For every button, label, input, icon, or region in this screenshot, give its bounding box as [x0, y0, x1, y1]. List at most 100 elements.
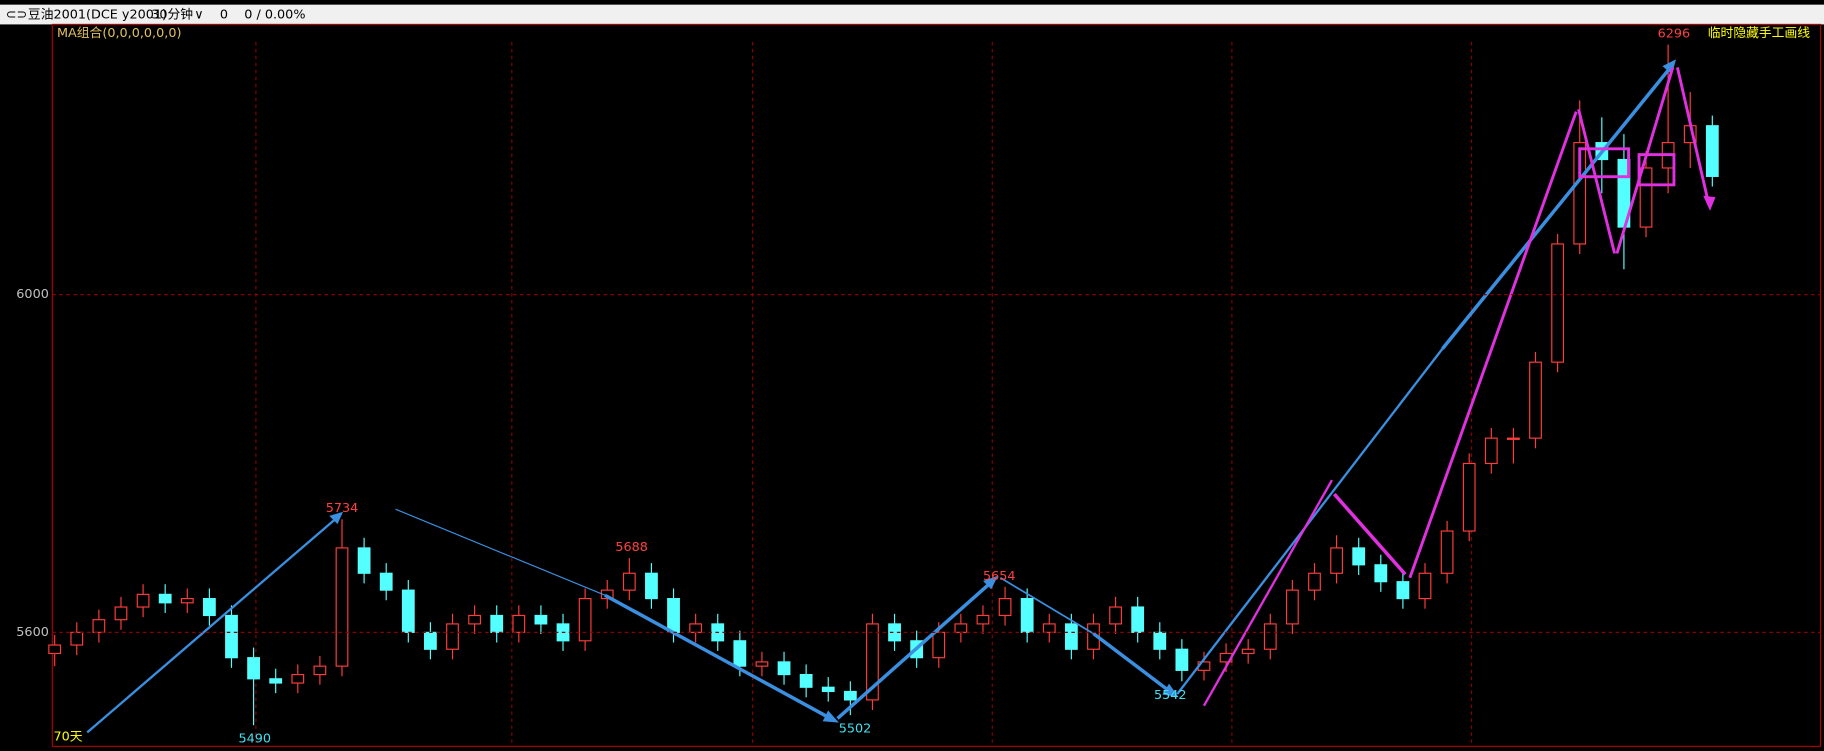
- peak-label: 5734: [326, 501, 359, 516]
- candle-body: [1263, 623, 1277, 650]
- icon[interactable]: ⊂⊃: [6, 8, 27, 23]
- trend-line: [395, 508, 606, 596]
- candle-body: [1573, 142, 1587, 245]
- arrow-head: [329, 511, 344, 525]
- candle-body: [512, 614, 526, 633]
- candle-body: [645, 572, 658, 600]
- candle-body: [1484, 437, 1498, 465]
- candle-body: [357, 547, 371, 574]
- candle-body: [269, 678, 283, 684]
- trend-line: [836, 579, 994, 720]
- candle-body: [1462, 462, 1476, 532]
- candle-body: [1308, 572, 1321, 591]
- candle-body: [379, 572, 393, 591]
- trend-line: [1092, 632, 1172, 694]
- candle-body: [180, 598, 194, 604]
- drawn-lines-blue: [86, 59, 1677, 734]
- change: 0 / 0.00%: [244, 8, 305, 23]
- candle-body: [247, 657, 260, 680]
- candle-body: [622, 572, 636, 591]
- candle-body: [777, 661, 791, 676]
- arrow-head: [1703, 195, 1716, 211]
- arrow-head: [983, 575, 999, 590]
- candle-body: [468, 614, 482, 625]
- drawn-lines-magenta: [1202, 67, 1716, 707]
- y-tick-label: 6000: [16, 287, 49, 302]
- candle-body: [158, 593, 172, 604]
- candle-body: [335, 547, 349, 667]
- range-box: [1637, 153, 1676, 187]
- span-label: 70天: [54, 730, 83, 745]
- candle-body: [1396, 581, 1410, 600]
- candle-body: [1639, 167, 1653, 228]
- trough-label: 5542: [1154, 688, 1187, 703]
- candle-body: [1153, 631, 1167, 650]
- candle-body: [114, 606, 128, 621]
- candle-body: [866, 623, 879, 701]
- candle-body: [1020, 598, 1034, 633]
- trend-line: [1332, 492, 1407, 576]
- candle-body: [932, 631, 946, 659]
- candle-body: [92, 619, 106, 633]
- candle-body: [424, 631, 437, 650]
- toggle-drawings[interactable]: 临时隐藏手工画线: [1708, 26, 1811, 41]
- peak-label: 5688: [615, 540, 648, 555]
- candle-body: [534, 614, 548, 625]
- trend-line: [1202, 479, 1333, 707]
- y-tick-label: 5600: [16, 625, 49, 640]
- candle-body: [843, 690, 857, 701]
- trend-line: [1408, 111, 1578, 579]
- candle-body: [202, 598, 216, 617]
- candle-body: [799, 673, 813, 688]
- candle-body: [1551, 243, 1565, 363]
- trend-line: [86, 516, 339, 734]
- period[interactable]: 30分钟: [151, 7, 193, 23]
- candle-body: [667, 598, 680, 633]
- trend-line: [999, 577, 1094, 635]
- candle-body: [1352, 547, 1366, 566]
- candle-body: [1418, 572, 1432, 600]
- toolbar: [0, 4, 1824, 25]
- candle-body: [689, 623, 703, 633]
- candle-body: [1241, 648, 1255, 655]
- candle-body: [755, 661, 769, 667]
- candle-body: [401, 589, 415, 633]
- candle-body: [954, 623, 968, 633]
- candle-body: [733, 640, 747, 667]
- arrow-head: [822, 710, 839, 723]
- trend-line: [1577, 108, 1617, 254]
- candle-body: [446, 623, 459, 650]
- candle-body: [1705, 125, 1719, 177]
- trend-line: [1676, 67, 1711, 205]
- range-box: [1578, 147, 1631, 179]
- trend-line: [1615, 67, 1675, 254]
- candle-body: [1529, 361, 1542, 439]
- candle-body: [1175, 648, 1189, 671]
- candle-body: [1440, 530, 1454, 574]
- candle-body: [578, 598, 592, 642]
- peak-label: 6296: [1658, 27, 1691, 42]
- candle-body: [490, 614, 504, 633]
- trend-line: [604, 593, 832, 720]
- candle-body: [313, 665, 327, 676]
- arrow-head: [1162, 683, 1179, 698]
- candle-body: [136, 593, 150, 608]
- candle-body: [1131, 606, 1145, 633]
- candle-body: [1374, 564, 1388, 583]
- candle-body: [998, 598, 1012, 617]
- trough-label: 5490: [238, 732, 271, 747]
- symbol[interactable]: 豆油2001(DCE y2001): [28, 8, 167, 23]
- peak-label: 5654: [983, 569, 1016, 584]
- trend-line: [1441, 66, 1672, 350]
- candle-body: [70, 631, 84, 646]
- candle-body: [821, 686, 835, 693]
- candle-body: [1285, 589, 1299, 625]
- trough-label: 5502: [839, 722, 872, 737]
- candle-body: [48, 644, 62, 655]
- indicator-label[interactable]: MA组合(0,0,0,0,0,0): [57, 26, 181, 41]
- dropdown-arrow[interactable]: ∨: [194, 8, 203, 23]
- candle-body: [976, 614, 990, 625]
